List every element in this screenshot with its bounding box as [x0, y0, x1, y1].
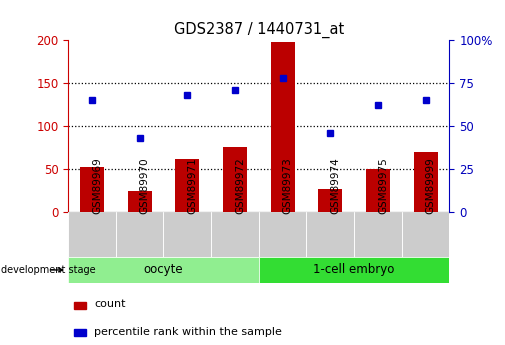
Text: GSM89999: GSM89999 [426, 158, 436, 214]
Bar [318, 189, 342, 212]
Bar [116, 212, 164, 257]
Bar [366, 169, 390, 212]
Text: GSM89974: GSM89974 [330, 158, 340, 214]
Text: GSM89969: GSM89969 [92, 158, 102, 214]
Text: percentile rank within the sample: percentile rank within the sample [94, 326, 282, 336]
Bar [271, 42, 294, 212]
Bar [354, 212, 402, 257]
Bar [68, 212, 116, 257]
Bar [68, 257, 259, 283]
Bar [164, 212, 211, 257]
Text: GSM89973: GSM89973 [283, 158, 292, 214]
Bar [414, 152, 437, 212]
Bar [128, 190, 152, 212]
Text: 1-cell embryo: 1-cell embryo [314, 264, 395, 276]
Bar [307, 212, 354, 257]
Bar [402, 212, 449, 257]
Text: oocyte: oocyte [144, 264, 183, 276]
Text: GSM89972: GSM89972 [235, 158, 245, 214]
Bar [259, 257, 449, 283]
Text: count: count [94, 299, 126, 309]
Bar [223, 148, 247, 212]
Bar [175, 159, 199, 212]
Bar [80, 167, 104, 212]
Title: GDS2387 / 1440731_at: GDS2387 / 1440731_at [174, 22, 344, 38]
Bar [259, 212, 307, 257]
Bar [74, 302, 86, 309]
Text: development stage: development stage [1, 265, 95, 275]
Text: GSM89975: GSM89975 [378, 158, 388, 214]
Bar [211, 212, 259, 257]
Bar [74, 329, 86, 336]
Text: GSM89971: GSM89971 [187, 158, 197, 214]
Text: GSM89970: GSM89970 [140, 158, 149, 214]
